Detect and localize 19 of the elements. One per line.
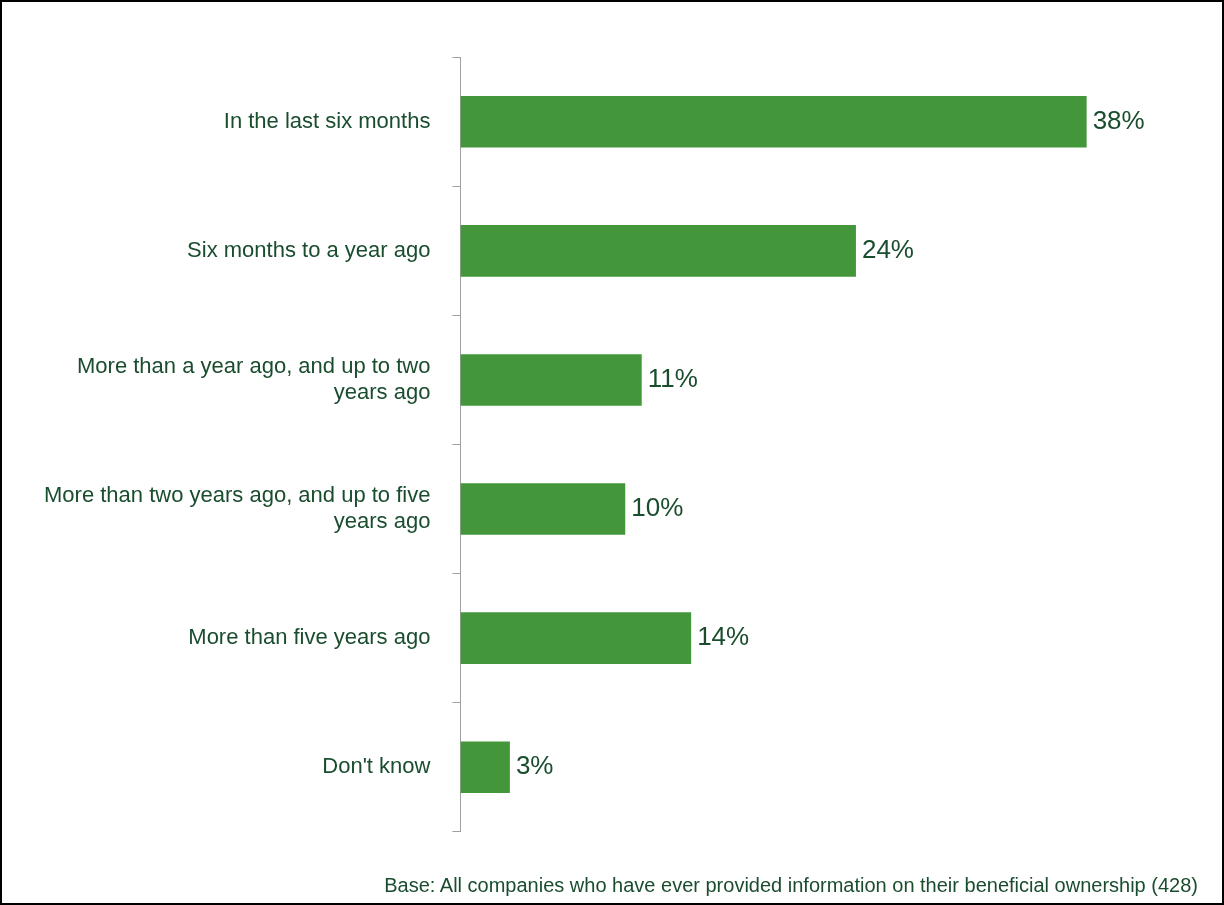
data-label: 14% <box>697 621 750 652</box>
data-label: 38% <box>1092 104 1145 135</box>
bar <box>460 95 1087 148</box>
bar <box>460 741 510 794</box>
text: Base: All companies who have ever provided information on their beneficial ownership (428) <box>384 874 1198 897</box>
y-tick-label: In the last six months <box>223 107 431 133</box>
bar <box>460 612 692 664</box>
y-tick-label: More than five years ago <box>188 624 431 650</box>
data-label: 11% <box>647 363 698 394</box>
bar <box>460 354 642 406</box>
y-tick-label: Don't know <box>322 753 431 779</box>
data-label: 10% <box>631 492 684 523</box>
data-label: 24% <box>861 234 914 265</box>
y-tick-label: More than two years ago, and up to five years ago <box>44 481 431 534</box>
bar <box>460 225 856 277</box>
data-label: 3% <box>515 750 554 781</box>
bar <box>460 483 626 535</box>
y-tick-label: More than a year ago, and up to two years ago <box>77 352 431 405</box>
y-tick-label: Six months to a year ago <box>187 236 431 262</box>
